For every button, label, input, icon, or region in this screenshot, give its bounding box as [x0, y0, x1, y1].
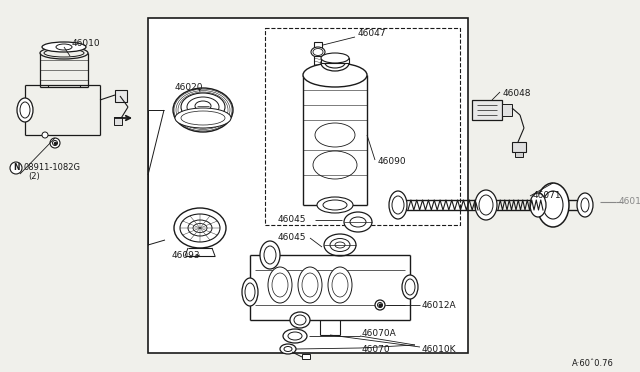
- Text: 46010K: 46010K: [422, 344, 456, 353]
- Circle shape: [50, 138, 60, 148]
- Ellipse shape: [260, 241, 280, 269]
- Bar: [321, 58, 349, 63]
- Bar: [302, 354, 310, 359]
- Text: N: N: [13, 164, 19, 173]
- Ellipse shape: [311, 47, 325, 57]
- Text: 46010: 46010: [72, 39, 100, 48]
- Text: (2): (2): [28, 173, 40, 182]
- Text: 46071: 46071: [533, 192, 562, 201]
- Ellipse shape: [268, 267, 292, 303]
- Text: 46010: 46010: [619, 198, 640, 206]
- Circle shape: [10, 162, 22, 174]
- Ellipse shape: [175, 108, 231, 128]
- Text: 46045: 46045: [278, 234, 307, 243]
- Text: 46070A: 46070A: [362, 328, 397, 337]
- Ellipse shape: [181, 93, 225, 121]
- Ellipse shape: [42, 42, 86, 52]
- Bar: [472, 100, 502, 120]
- Bar: [515, 152, 523, 157]
- Text: 08911-1082G: 08911-1082G: [24, 164, 81, 173]
- Ellipse shape: [283, 329, 307, 343]
- Ellipse shape: [303, 63, 367, 87]
- Ellipse shape: [317, 197, 353, 213]
- Ellipse shape: [577, 193, 593, 217]
- Ellipse shape: [321, 55, 349, 71]
- Bar: [314, 56, 322, 70]
- Bar: [148, 18, 468, 353]
- Text: 46045: 46045: [278, 215, 307, 224]
- Ellipse shape: [402, 275, 418, 299]
- Ellipse shape: [280, 344, 296, 354]
- Circle shape: [42, 132, 48, 138]
- Ellipse shape: [324, 234, 356, 256]
- Text: 46070: 46070: [362, 344, 390, 353]
- Text: A·60ˆ0.76: A·60ˆ0.76: [572, 359, 614, 369]
- Bar: [502, 104, 512, 116]
- Ellipse shape: [174, 208, 226, 248]
- Ellipse shape: [321, 53, 349, 63]
- Ellipse shape: [290, 312, 310, 328]
- Bar: [115, 90, 127, 102]
- Ellipse shape: [242, 278, 258, 306]
- Bar: [114, 117, 122, 125]
- Circle shape: [375, 300, 385, 310]
- Ellipse shape: [180, 214, 220, 242]
- Ellipse shape: [475, 190, 497, 220]
- Ellipse shape: [298, 267, 322, 303]
- Bar: [314, 42, 322, 52]
- Text: 46093: 46093: [172, 250, 200, 260]
- Text: 46090: 46090: [378, 157, 406, 167]
- Ellipse shape: [17, 98, 33, 122]
- Ellipse shape: [389, 191, 407, 219]
- Text: 46012A: 46012A: [422, 301, 456, 311]
- Ellipse shape: [328, 267, 352, 303]
- Text: 46047: 46047: [358, 29, 387, 38]
- Ellipse shape: [173, 88, 233, 132]
- Ellipse shape: [344, 212, 372, 232]
- Text: 46020: 46020: [175, 83, 204, 93]
- Bar: [265, 28, 460, 225]
- Text: 46048: 46048: [503, 90, 531, 99]
- Ellipse shape: [537, 183, 569, 227]
- Bar: [512, 142, 526, 152]
- Ellipse shape: [530, 193, 546, 217]
